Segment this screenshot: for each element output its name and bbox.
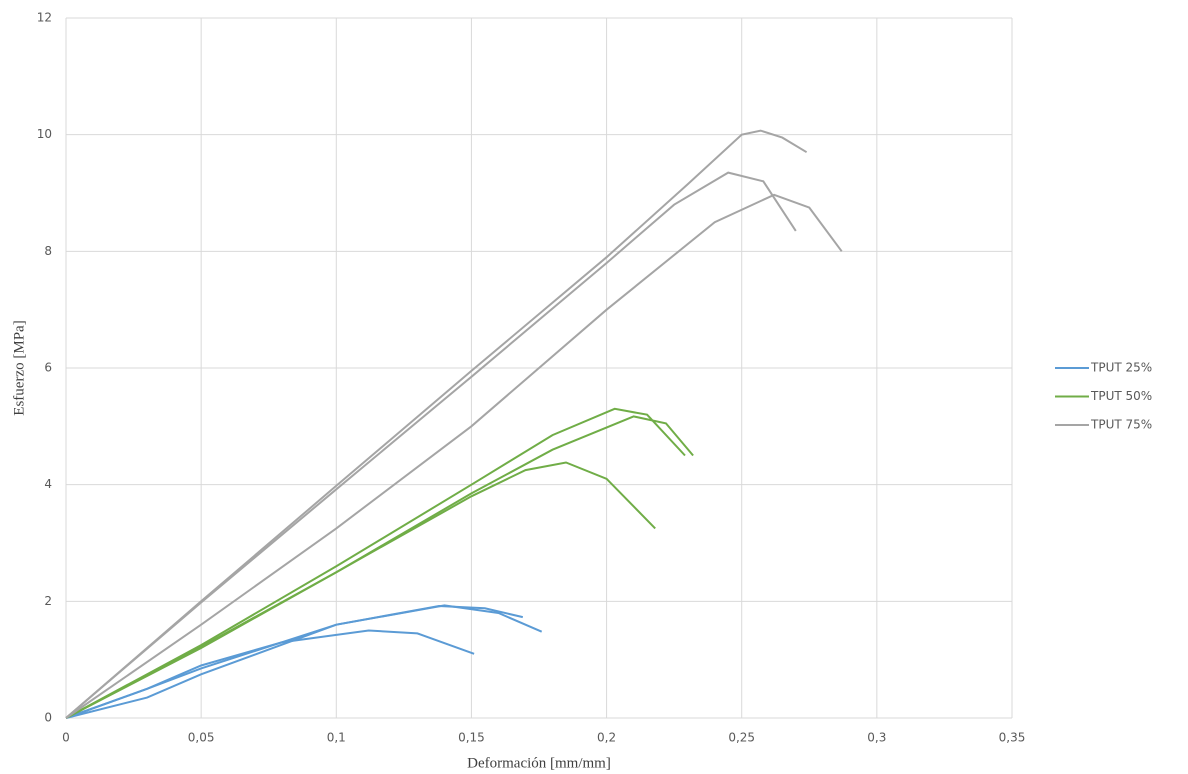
y-tick-label: 0 [44, 711, 52, 725]
data-line [65, 629, 475, 719]
data-line [65, 129, 808, 719]
x-tick-label: 0,25 [728, 731, 755, 745]
y-tick-label: 10 [37, 127, 52, 141]
data-line [65, 171, 797, 719]
x-tick-label: 0 [62, 731, 70, 745]
data-line [65, 461, 656, 719]
y-tick-label: 2 [44, 594, 52, 608]
y-tick-label: 12 [37, 11, 52, 25]
data-line [65, 407, 686, 719]
legend-label: TPUT 50% [1090, 389, 1152, 403]
x-tick-label: 0,05 [188, 731, 215, 745]
x-tick-label: 0,35 [999, 731, 1026, 745]
x-tick-label: 0,1 [327, 731, 346, 745]
legend-label: TPUT 75% [1090, 418, 1152, 432]
y-tick-label: 6 [44, 361, 52, 375]
data-line [65, 604, 543, 719]
x-tick-label: 0,2 [597, 731, 616, 745]
y-tick-label: 8 [44, 244, 52, 258]
y-axis-title: Esfuerzo [MPa] [11, 320, 27, 415]
x-axis-title: Deformación [mm/mm] [467, 755, 611, 771]
data-line [65, 193, 843, 719]
x-tick-label: 0,3 [867, 731, 886, 745]
y-tick-label: 4 [44, 477, 52, 491]
legend-label: TPUT 25% [1090, 361, 1152, 375]
x-tick-label: 0,15 [458, 731, 485, 745]
data-line [65, 415, 694, 719]
